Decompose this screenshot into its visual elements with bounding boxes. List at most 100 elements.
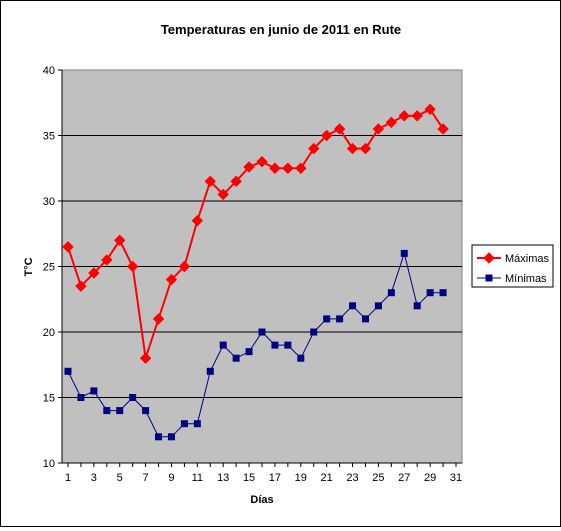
- data-point: [385, 116, 398, 129]
- x-tick-label: 9: [168, 472, 174, 484]
- data-point: [62, 241, 74, 253]
- data-point: [282, 162, 294, 174]
- data-point: [413, 302, 421, 310]
- y-tick-label: 35: [43, 131, 55, 143]
- data-point: [400, 249, 408, 257]
- data-point: [77, 394, 85, 401]
- data-point: [64, 367, 72, 375]
- y-tick-label: 20: [43, 327, 55, 339]
- data-point: [193, 420, 201, 428]
- x-tick-label: 5: [117, 472, 123, 484]
- data-point: [411, 110, 423, 122]
- x-tick-label: 1: [65, 472, 71, 484]
- x-tick-label: 27: [398, 472, 410, 484]
- data-point: [152, 313, 165, 325]
- data-point: [308, 142, 320, 155]
- data-point: [219, 341, 227, 349]
- x-tick-label: 23: [346, 472, 358, 484]
- data-point: [424, 103, 436, 116]
- series-minimas: [64, 249, 447, 441]
- x-tick-label: 29: [424, 472, 436, 484]
- data-point: [206, 367, 214, 375]
- data-point: [297, 354, 305, 362]
- data-point: [116, 407, 124, 415]
- data-point: [258, 328, 266, 336]
- y-tick-label: 30: [43, 196, 55, 208]
- y-tick-label: 40: [43, 65, 55, 77]
- data-point: [129, 394, 137, 401]
- data-point: [323, 315, 331, 323]
- data-point: [269, 162, 281, 174]
- data-point: [310, 328, 318, 336]
- data-point: [256, 155, 268, 168]
- data-point: [101, 254, 113, 266]
- data-point: [126, 260, 139, 273]
- data-point: [349, 302, 357, 310]
- x-tick-label: 19: [295, 472, 307, 484]
- data-point: [439, 289, 447, 297]
- series-maximas: [62, 103, 449, 364]
- data-point: [103, 407, 111, 415]
- legend: Máximas Mínimas: [471, 244, 554, 288]
- data-point: [88, 267, 100, 279]
- chart-title: Temperaturas en junio de 2011 en Rute: [161, 22, 401, 37]
- data-point: [398, 110, 410, 122]
- data-point: [336, 315, 344, 323]
- legend-marker: [485, 274, 493, 282]
- legend-label: Mínimas: [505, 273, 547, 285]
- x-tick-label: 3: [91, 472, 97, 484]
- data-point: [180, 420, 188, 428]
- x-tick-label: 25: [372, 472, 384, 484]
- data-point: [271, 341, 279, 349]
- data-point: [217, 188, 229, 201]
- data-point: [333, 123, 346, 135]
- x-tick-label: 7: [143, 472, 149, 484]
- series-layer: [62, 103, 449, 441]
- legend-label: Máximas: [505, 253, 550, 265]
- data-point: [361, 315, 369, 323]
- y-axis-title: T°C: [23, 257, 35, 276]
- data-point: [167, 433, 175, 441]
- data-point: [284, 341, 292, 349]
- y-tick-label: 15: [43, 393, 55, 405]
- x-tick-labels: 1 3 5 7 9 11 13 15 17 19 21 23 25 27 29 31: [65, 472, 462, 484]
- data-point: [387, 289, 395, 297]
- data-point: [243, 161, 255, 173]
- data-point: [191, 214, 204, 227]
- data-point: [374, 302, 382, 310]
- data-point: [165, 273, 178, 286]
- data-point: [359, 142, 372, 155]
- data-point: [114, 234, 126, 247]
- legend-marker: [483, 252, 495, 264]
- data-point: [155, 433, 163, 441]
- data-point: [295, 162, 307, 174]
- data-point: [230, 175, 242, 188]
- y-tick-label: 10: [43, 458, 55, 470]
- y-tick-labels: 10 15 20 25 30 35 40: [43, 65, 55, 470]
- data-point: [178, 260, 191, 273]
- x-tick-label: 21: [321, 472, 333, 484]
- data-point: [142, 407, 150, 415]
- data-point: [245, 348, 253, 356]
- x-tick-label: 11: [192, 472, 203, 484]
- data-point: [75, 280, 87, 292]
- x-axis-title: Días: [250, 494, 273, 506]
- axes: [58, 69, 462, 467]
- data-point: [437, 123, 449, 135]
- x-tick-label: 17: [269, 472, 281, 484]
- data-point: [372, 123, 385, 135]
- legend-entries: Máximas Mínimas: [477, 252, 550, 285]
- data-point: [204, 175, 216, 188]
- x-tick-label: 31: [450, 472, 462, 484]
- data-point: [232, 354, 240, 362]
- x-tick-label: 13: [217, 472, 229, 484]
- data-point: [90, 387, 98, 395]
- data-point: [139, 352, 152, 364]
- data-point: [320, 129, 333, 142]
- data-point: [426, 289, 434, 297]
- x-tick-label: 15: [243, 472, 255, 484]
- y-tick-label: 25: [43, 262, 55, 274]
- data-point: [346, 142, 359, 155]
